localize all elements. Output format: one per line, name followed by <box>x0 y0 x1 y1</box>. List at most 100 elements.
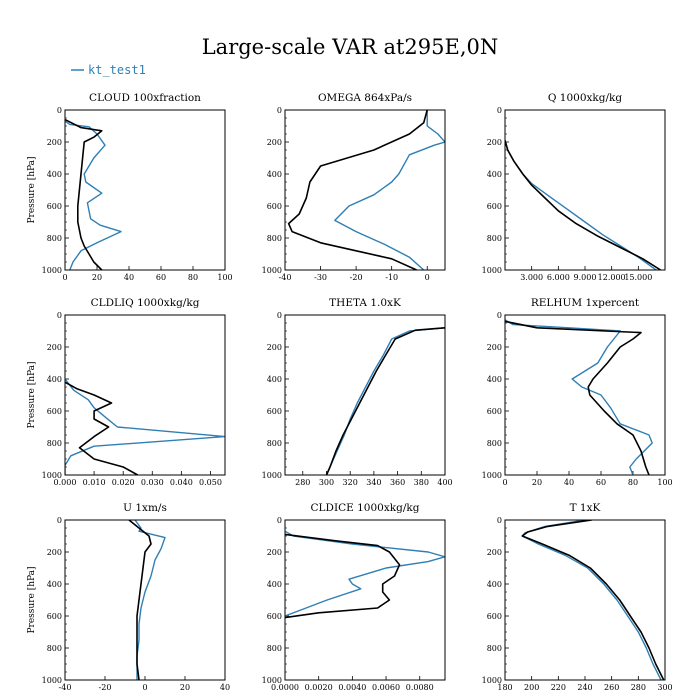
x-tick-label: 360 <box>390 478 405 487</box>
x-tick-label: 280 <box>295 478 310 487</box>
panel-title: CLDICE 1000xkg/kg <box>311 502 420 514</box>
x-tick-label: 340 <box>366 478 381 487</box>
series-line-kt-test1 <box>505 140 657 270</box>
y-tick-label: 400 <box>267 580 282 589</box>
y-tick-label: 0 <box>57 311 62 320</box>
y-tick-label: 0 <box>497 311 502 320</box>
y-tick-label: 0 <box>277 516 282 525</box>
legend-label: kt_test1 <box>88 63 146 77</box>
x-tick-label: -40 <box>59 683 72 692</box>
x-tick-label: 15.000 <box>624 273 652 282</box>
y-tick-label: 0 <box>277 106 282 115</box>
y-tick-label: 600 <box>47 612 62 621</box>
y-tick-label: 800 <box>267 439 282 448</box>
x-tick-label: 300 <box>319 478 334 487</box>
y-axis-label: Pressure [hPa] <box>27 156 37 223</box>
series-line-kt-test1 <box>334 110 445 270</box>
y-tick-label: 400 <box>267 170 282 179</box>
x-tick-label: -20 <box>99 683 112 692</box>
chart-panel-2: Q 1000xkg/kg 0 200 400 600 800 1000 3.000 6.000 9… <box>482 92 666 282</box>
panel-title: U 1xm/s <box>123 502 167 514</box>
plot-frame <box>64 109 226 271</box>
x-tick-label: -40 <box>279 273 292 282</box>
x-tick-label: 40 <box>220 683 230 692</box>
y-tick-label: 600 <box>487 612 502 621</box>
y-tick-label: 0 <box>277 311 282 320</box>
x-tick-label: 0.010 <box>83 478 106 487</box>
plot-frame <box>284 314 446 476</box>
x-tick-label: 0 <box>502 478 507 487</box>
y-tick-label: 400 <box>487 375 502 384</box>
series-line-black <box>505 140 662 270</box>
panel-title: RELHUM 1xpercent <box>531 297 640 309</box>
x-tick-label: 0.000 <box>54 478 77 487</box>
x-tick-label: 0.0060 <box>372 683 400 692</box>
y-tick-label: 200 <box>47 343 62 352</box>
x-tick-label: 0.0000 <box>271 683 299 692</box>
y-tick-label: 400 <box>487 170 502 179</box>
x-tick-label: 400 <box>437 478 452 487</box>
y-tick-label: 400 <box>47 375 62 384</box>
y-tick-label: 1000 <box>42 676 62 685</box>
plot-frame <box>504 519 666 681</box>
chart-panel-7: CLDICE 1000xkg/kg 0 200 400 600 800 10000.0000… <box>262 502 446 692</box>
chart-panel-4: THETA 1.0xK 0 200 400 600 800 1000 280 300 320 340… <box>262 297 453 487</box>
x-tick-label: 0 <box>142 683 147 692</box>
x-tick-label: 0.0080 <box>406 683 434 692</box>
y-tick-label: 400 <box>487 580 502 589</box>
series-line-kt-test1 <box>521 520 662 680</box>
y-tick-label: 600 <box>267 612 282 621</box>
y-tick-label: 1000 <box>262 676 282 685</box>
y-tick-label: 600 <box>47 407 62 416</box>
x-tick-label: 240 <box>577 683 592 692</box>
y-tick-label: 1000 <box>262 266 282 275</box>
series-line-black <box>285 533 401 619</box>
panel-title: Q 1000xkg/kg <box>548 92 623 104</box>
x-tick-label: 20 <box>532 478 542 487</box>
y-tick-label: 200 <box>487 343 502 352</box>
x-tick-label: 80 <box>628 478 638 487</box>
x-tick-label: 3.000 <box>520 273 543 282</box>
y-tick-label: 800 <box>487 644 502 653</box>
figure-title: Large-scale VAR at295E,0N <box>202 35 499 59</box>
plot-frame <box>64 519 226 681</box>
y-tick-label: 0 <box>57 106 62 115</box>
panel-title: CLOUD 100xfraction <box>89 92 201 104</box>
series-line-black <box>505 320 650 475</box>
x-tick-label: 6.000 <box>547 273 570 282</box>
y-tick-label: 400 <box>47 580 62 589</box>
series-line-kt-test1 <box>505 319 653 475</box>
x-tick-label: 40 <box>564 478 574 487</box>
series-line-kt-test1 <box>325 327 445 475</box>
y-tick-label: 200 <box>267 138 282 147</box>
y-tick-label: 600 <box>487 407 502 416</box>
x-tick-label: 9.000 <box>574 273 597 282</box>
y-tick-label: 0 <box>497 516 502 525</box>
y-tick-label: 400 <box>267 375 282 384</box>
x-tick-label: 80 <box>188 273 198 282</box>
x-tick-label: 300 <box>657 683 672 692</box>
chart-panel-3: CLDLIQ 1000xkg/kg Pressure [hPa] 0 200 400 60… <box>27 297 226 487</box>
y-tick-label: 600 <box>267 407 282 416</box>
y-tick-label: 200 <box>267 548 282 557</box>
plot-frame <box>504 314 666 476</box>
plot-frame <box>504 109 666 271</box>
y-tick-label: 800 <box>47 644 62 653</box>
y-axis-label: Pressure [hPa] <box>27 566 37 633</box>
panel-title: THETA 1.0xK <box>329 297 401 309</box>
y-tick-label: 1000 <box>482 676 502 685</box>
y-tick-label: 800 <box>487 234 502 243</box>
series-line-black <box>521 520 665 680</box>
x-tick-label: 20 <box>92 273 102 282</box>
y-tick-label: 0 <box>57 516 62 525</box>
y-tick-label: 200 <box>267 343 282 352</box>
series-line-black <box>325 327 445 475</box>
panel-title: CLDLIQ 1000xkg/kg <box>91 297 200 309</box>
series-line-black <box>128 520 152 680</box>
y-tick-label: 600 <box>47 202 62 211</box>
x-tick-label: 60 <box>156 273 166 282</box>
